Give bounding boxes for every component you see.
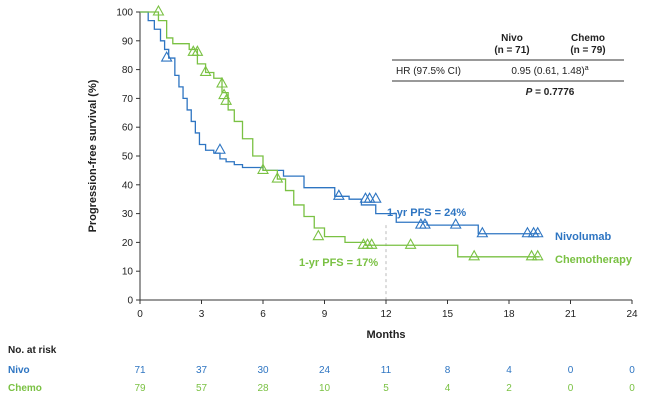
y-tick-label: 20 <box>122 238 134 249</box>
hr-row-value-main: 0.95 (0.61, 1.48) <box>511 66 584 77</box>
at-risk-value-chemo: 5 <box>383 383 389 394</box>
x-tick-label: 15 <box>442 309 454 320</box>
censor-marker-nivolumab <box>476 226 489 238</box>
axes: 0 10 20 30 40 50 60 70 80 90 100 0 3 6 9 12 15 18 21 24 <box>116 8 638 321</box>
at-risk-value-nivo: 11 <box>381 365 392 376</box>
survival-curve-nivolumab <box>140 11 540 235</box>
censor-marker-chemotherapy <box>199 65 212 77</box>
at-risk-value-chemo: 4 <box>445 383 451 394</box>
x-tick-label: 6 <box>260 309 266 320</box>
at-risk-value-chemo: 0 <box>629 383 635 394</box>
p-value-number: = 0.7776 <box>532 87 574 98</box>
y-ticks: 0 10 20 30 40 50 60 70 80 90 100 <box>116 8 140 307</box>
censor-marker-nivolumab <box>419 217 431 229</box>
at-risk-value-chemo: 57 <box>196 383 208 394</box>
x-tick-label: 24 <box>626 309 638 320</box>
at-risk-value-nivo: 0 <box>568 365 574 376</box>
y-tick-label: 100 <box>116 8 133 19</box>
x-tick-label: 3 <box>199 309 205 320</box>
censor-marker-nivolumab <box>369 192 382 203</box>
y-tick-label: 50 <box>122 152 134 163</box>
censor-marker-nivolumab <box>531 226 544 238</box>
censor-marker-nivolumab <box>449 217 462 229</box>
at-risk-value-nivo: 71 <box>134 365 146 376</box>
survival-curves <box>140 4 544 261</box>
y-tick-label: 10 <box>122 267 134 278</box>
censor-marker-chemotherapy <box>525 249 538 261</box>
pfs-label-nivolumab: 1-yr PFS = 24% <box>387 207 466 219</box>
y-tick-label: 30 <box>122 209 134 220</box>
censor-marker-chemotherapy <box>257 163 269 174</box>
at-risk-value-nivo: 4 <box>506 365 512 376</box>
hr-col-nivo-header: Nivo <box>501 33 523 44</box>
censor-marker-chemotherapy <box>468 249 481 261</box>
hr-col-chemo-n: (n = 79) <box>570 45 605 56</box>
y-tick-label: 80 <box>122 65 134 76</box>
x-ticks: 0 3 6 9 12 15 18 21 24 <box>137 300 638 320</box>
hr-col-nivo-n: (n = 71) <box>494 45 529 56</box>
at-risk-value-nivo: 37 <box>196 365 208 376</box>
survival-curve-chemotherapy <box>140 11 540 258</box>
censor-marker-chemotherapy <box>191 45 204 56</box>
at-risk-value-chemo: 10 <box>319 383 331 394</box>
at-risk-value-chemo: 79 <box>134 383 146 394</box>
censor-marker-nivolumab <box>214 143 226 154</box>
censor-marker-chemotherapy <box>531 249 544 261</box>
hr-col-chemo-header: Chemo <box>571 33 605 44</box>
at-risk-title: No. at risk <box>8 345 57 356</box>
pfs-label-chemotherapy: 1-yr PFS = 17% <box>299 257 378 269</box>
x-axis-label: Months <box>366 329 405 341</box>
at-risk-value-nivo: 30 <box>257 365 269 376</box>
censor-marker-chemotherapy <box>152 4 165 16</box>
hr-row-label: HR (97.5% CI) <box>396 66 461 77</box>
p-value: P = 0.7776 <box>526 87 575 98</box>
x-tick-label: 18 <box>503 309 515 320</box>
y-tick-label: 0 <box>127 296 133 307</box>
y-tick-label: 70 <box>122 94 134 105</box>
hr-row-value-superscript: a <box>585 65 589 72</box>
censor-marker-chemotherapy <box>404 238 417 249</box>
censor-marker-nivolumab <box>521 226 534 238</box>
x-tick-label: 21 <box>565 309 577 320</box>
censor-marker-chemotherapy <box>365 238 378 249</box>
p-symbol: P <box>526 87 533 98</box>
number-at-risk-table: No. at risk Nivo Chemo 71 37 30 24 11 8 4 0 079 5… <box>8 345 635 394</box>
at-risk-row-label-nivo: Nivo <box>8 365 30 376</box>
at-risk-value-chemo: 28 <box>257 383 269 394</box>
y-tick-label: 90 <box>122 36 134 47</box>
at-risk-value-chemo: 0 <box>568 383 574 394</box>
at-risk-value-nivo: 8 <box>445 365 451 376</box>
x-tick-label: 0 <box>137 309 143 320</box>
hazard-ratio-table: Nivo (n = 71) Chemo (n = 79) HR (97.5% C… <box>392 33 624 98</box>
at-risk-value-nivo: 0 <box>629 365 635 376</box>
censor-marker-chemotherapy <box>216 76 228 88</box>
series-label-chemotherapy: Chemotherapy <box>555 254 633 266</box>
at-risk-values: 71 37 30 24 11 8 4 0 0 79 57 28 10 5 4 2 0 0 <box>134 365 635 394</box>
y-axis-label: Progression-free survival (%) <box>87 79 99 232</box>
censor-marker-chemotherapy <box>271 171 284 183</box>
censor-marker-nivolumab <box>160 50 173 62</box>
censor-marker-nivolumab <box>332 189 345 200</box>
x-tick-label: 9 <box>322 309 328 320</box>
at-risk-row-label-chemo: Chemo <box>8 383 42 394</box>
censor-marker-chemotherapy <box>220 94 233 105</box>
y-tick-label: 40 <box>122 180 134 191</box>
at-risk-value-nivo: 24 <box>319 365 331 376</box>
censor-marker-nivolumab <box>363 192 376 203</box>
series-label-nivolumab: Nivolumab <box>555 231 612 243</box>
x-tick-label: 12 <box>380 309 392 320</box>
censor-marker-chemotherapy <box>312 229 325 241</box>
y-tick-label: 60 <box>122 123 134 134</box>
hr-row-value: 0.95 (0.61, 1.48)a <box>511 65 588 77</box>
at-risk-value-chemo: 2 <box>506 383 512 394</box>
